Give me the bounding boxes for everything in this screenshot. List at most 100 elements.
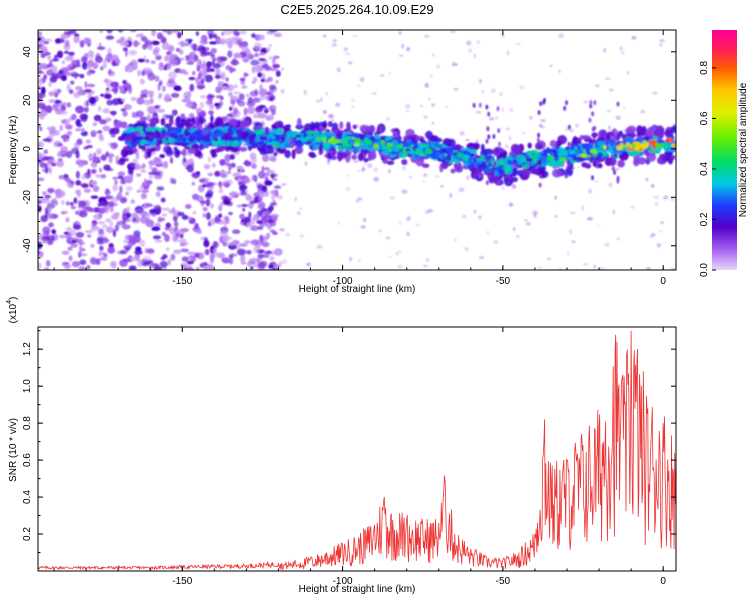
spectrogram-cell — [315, 137, 323, 141]
spectrogram-cell — [119, 249, 128, 255]
spectrogram-cell — [95, 53, 101, 60]
spectrogram-cell — [424, 210, 430, 214]
spectrogram-cell — [327, 152, 332, 160]
spectrogram-cell — [42, 76, 46, 83]
spectrogram-cell — [567, 251, 569, 256]
spectrogram-cell — [100, 154, 107, 161]
spectrogram-cell — [226, 140, 231, 146]
spectrogram-cell — [256, 220, 263, 224]
spectrogram-cell — [79, 73, 85, 79]
spectrogram-cell — [155, 54, 162, 61]
spectrogram-cell — [196, 171, 201, 175]
spectrogram-cell — [495, 116, 498, 120]
spectrogram-cell — [617, 159, 625, 168]
spectrogram-cell — [492, 163, 496, 169]
spectrogram-cell — [284, 149, 291, 159]
spectrogram-cell — [250, 92, 254, 96]
spectrogram-cell — [60, 210, 66, 215]
spectrogram-cell — [44, 194, 52, 199]
spectrogram-cell — [110, 196, 118, 204]
spectrogram-cell — [46, 126, 51, 130]
x-tick-label: -50 — [496, 576, 511, 587]
spectrogram-cell — [202, 207, 208, 212]
spectrogram-cell — [508, 202, 514, 207]
spectrogram-cell — [60, 74, 67, 82]
spectrogram-cell — [200, 203, 204, 207]
spectrogram-cell — [63, 264, 72, 269]
spectrogram-cell — [246, 222, 253, 227]
spectrogram-cell — [269, 30, 278, 33]
spectrogram-cell — [38, 84, 42, 91]
spectrogram-cell — [431, 147, 436, 150]
spectrogram-cell — [402, 144, 409, 148]
spectrogram-cell — [56, 143, 63, 147]
spectrogram-cell — [63, 42, 71, 51]
spectrogram-cell — [606, 133, 611, 141]
spectrogram-cell — [184, 122, 193, 127]
snr-scale-exponent: 4 — [6, 300, 13, 304]
spectrogram-cell — [65, 177, 72, 183]
spectrogram-cell — [508, 136, 512, 141]
spectrogram-cell — [78, 251, 82, 258]
spectrogram-cell — [112, 229, 117, 238]
spectrogram-cell — [246, 261, 252, 267]
spectrogram-cell — [191, 181, 196, 186]
spectrogram-cell — [519, 85, 525, 90]
spectrogram-cell — [387, 256, 393, 258]
spectrogram-cell — [137, 69, 141, 77]
spectrogram-cell — [247, 106, 255, 115]
y-tick-label: 1.0 — [22, 379, 33, 393]
spectrogram-cell — [159, 154, 165, 159]
spectrogram-cell — [353, 143, 360, 147]
spectrogram-cell — [567, 124, 571, 130]
spectrogram-cell — [376, 140, 380, 145]
spectrogram-cell — [261, 165, 265, 172]
spectrogram-cell — [47, 212, 53, 220]
spectrogram-cell — [68, 51, 75, 56]
spectrogram-cell — [428, 97, 431, 101]
spectrogram-cell — [105, 35, 115, 40]
spectrogram-cell — [221, 31, 225, 36]
spectrogram-cell — [90, 161, 98, 168]
spectrogram-cell — [229, 257, 234, 265]
spectrogram-cell — [74, 33, 80, 38]
spectrogram-cell — [462, 161, 470, 166]
spectrogram-cell — [217, 80, 222, 88]
spectrogram-cell — [457, 157, 464, 161]
spectrogram-cell — [150, 147, 156, 152]
spectrogram-cell — [612, 209, 616, 215]
spectrogram-cell — [434, 147, 441, 151]
spectrogram-cell — [175, 232, 180, 238]
spectrogram-cell — [315, 99, 321, 103]
spectrogram-cell — [272, 267, 279, 270]
spectrogram-cell — [270, 202, 278, 206]
spectrogram-cell — [398, 151, 408, 159]
spectrogram-cell — [539, 101, 543, 107]
spectrogram-cell — [296, 211, 302, 216]
spectrogram-cell — [185, 97, 191, 102]
spectrogram-cell — [476, 40, 480, 45]
spectrogram-cell — [136, 189, 142, 193]
spectrogram-cell — [490, 88, 496, 93]
spectrogram-cell — [275, 70, 281, 77]
spectrogram-cell — [650, 141, 657, 146]
spectrogram-cell — [56, 190, 66, 198]
spectrogram-cell — [117, 171, 126, 176]
spectrogram-cell — [223, 182, 230, 188]
spectrogram-cell — [85, 99, 90, 107]
spectrogram-cell — [405, 148, 411, 152]
spectrogram-cell — [253, 245, 260, 253]
spectrogram-cell — [107, 246, 116, 254]
spectrogram-cell — [407, 215, 411, 219]
spectrogram-cell — [466, 40, 472, 46]
spectrogram-cell — [99, 30, 104, 34]
spectrogram-cell — [459, 131, 465, 136]
spectrogram-cell — [236, 98, 241, 104]
spectrogram-cell — [363, 158, 369, 163]
spectrogram-cell — [303, 89, 308, 92]
spectrogram-cell — [145, 126, 155, 133]
spectrogram-cell — [154, 239, 163, 243]
spectrogram-cell — [608, 88, 614, 92]
spectrogram-cell — [98, 132, 103, 139]
spectrogram-cell — [86, 83, 96, 88]
